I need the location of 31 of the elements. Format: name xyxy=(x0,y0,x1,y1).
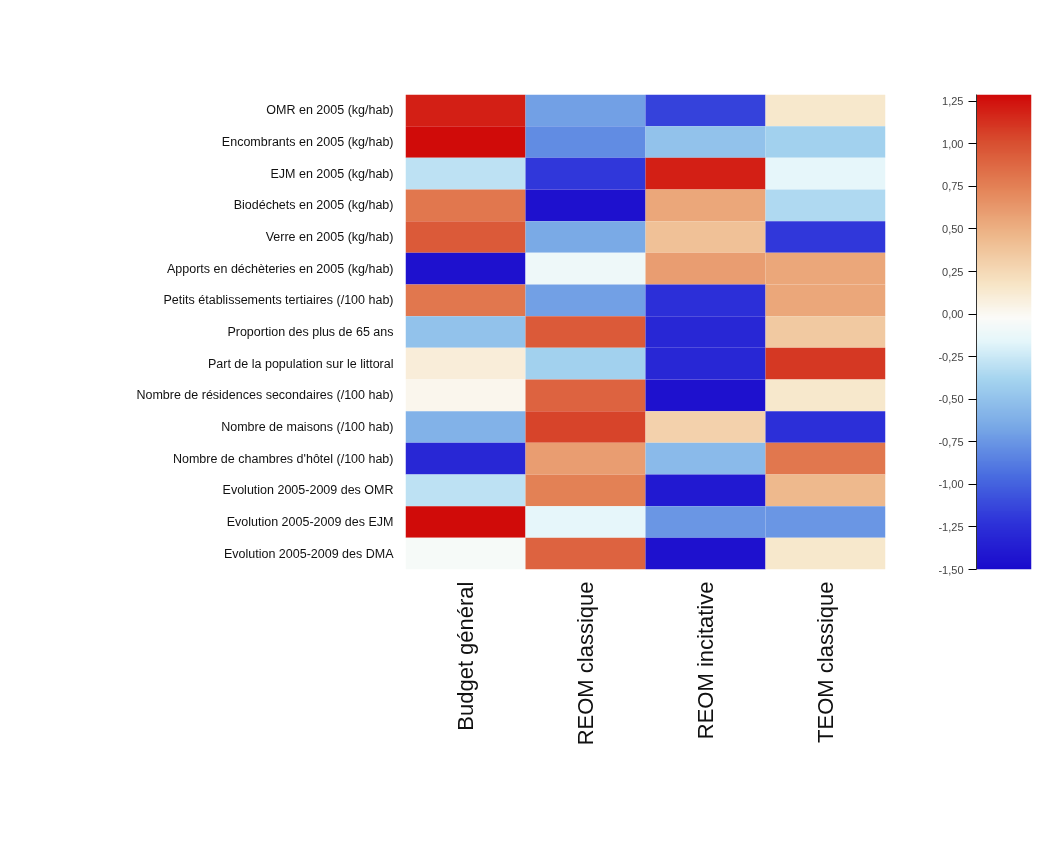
y-tick-label: OMR en 2005 (kg/hab) xyxy=(266,103,394,118)
y-tick-label: Evolution 2005-2009 des OMR xyxy=(222,483,394,498)
color-bar-label: -0,75 xyxy=(938,435,964,448)
x-tick-label: REOM incitative xyxy=(693,581,718,740)
y-tick-label: Nombre de maisons (/100 hab) xyxy=(221,420,394,434)
y-tick-label: Part de la population sur le littoral xyxy=(207,356,394,371)
color-bar-label: 0,50 xyxy=(942,223,964,235)
color-bar-label: 1,25 xyxy=(942,95,964,108)
x-tick-label: REOM classique xyxy=(573,581,598,746)
color-bar-label: -1,50 xyxy=(938,563,964,576)
y-tick-label: EJM en 2005 (kg/hab) xyxy=(270,166,394,181)
color-bar-label: -1,25 xyxy=(938,520,964,533)
y-tick-label: Nombre de chambres d'hôtel (/100 hab) xyxy=(172,451,394,466)
y-tick-label: Evolution 2005-2009 des DMA xyxy=(223,546,395,561)
y-tick-label: Verre en 2005 (kg/hab) xyxy=(265,230,394,244)
y-tick-label: Petits établissements tertiaires (/100 hab) xyxy=(163,293,394,308)
x-tick-label: TEOM classique xyxy=(813,581,838,743)
y-tick-label: Apports en déchèteries en 2005 (kg/hab) xyxy=(166,261,394,276)
y-tick-label: Evolution 2005-2009 des EJM xyxy=(226,515,394,529)
color-bar-label: -0,25 xyxy=(938,350,964,363)
y-tick-label: Proportion des plus de 65 ans xyxy=(227,325,394,339)
color-bar-label: 0,75 xyxy=(942,180,964,193)
y-tick-label: Nombre de résidences secondaires (/100 hab) xyxy=(136,388,394,403)
y-tick-label: Biodéchets en 2005 (kg/hab) xyxy=(233,198,394,213)
x-tick-label: Budget général xyxy=(453,581,478,731)
color-bar-label: 0,25 xyxy=(942,265,964,278)
color-bar-label: -0,50 xyxy=(938,393,964,406)
y-tick-label: Encombrants en 2005 (kg/hab) xyxy=(221,135,394,149)
color-bar-label: 0,00 xyxy=(942,308,964,321)
color-bar-label: 1,00 xyxy=(942,137,964,150)
color-bar-label: -1,00 xyxy=(938,478,964,491)
